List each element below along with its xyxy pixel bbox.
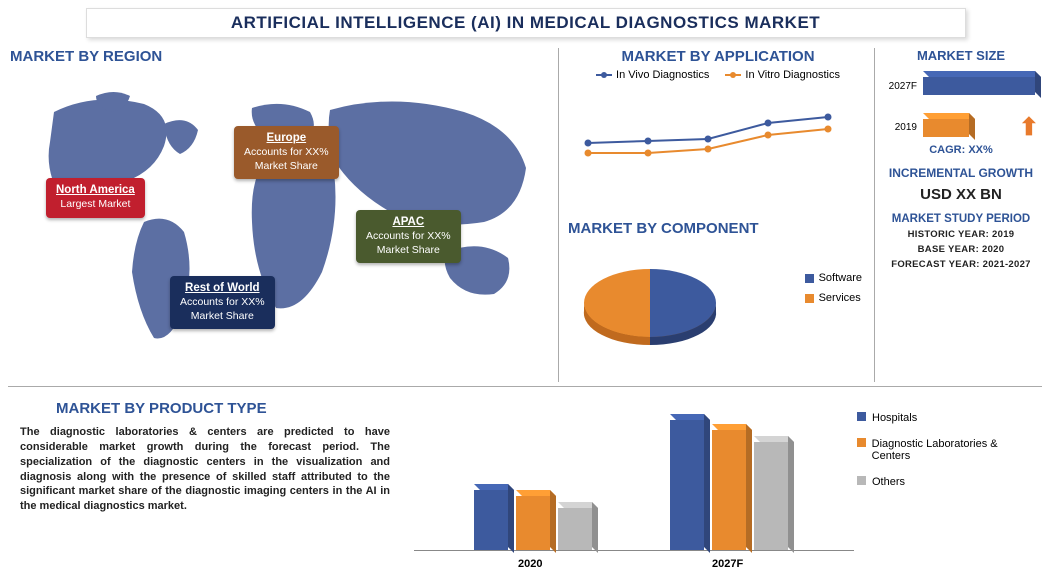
legend-label: Services (819, 292, 861, 304)
market-size-row-2027f: 2027F (877, 73, 1045, 99)
legend-marker: .lg:nth-child(2) .dash::before{backgroun… (725, 74, 741, 76)
legend-item-in-vivo: .lg:nth-child(1) .dash::before{backgroun… (596, 69, 709, 81)
study-period-title: MARKET STUDY PERIOD (877, 213, 1045, 225)
legend-item-hospitals: Hospitals (857, 412, 1033, 424)
x-axis-label: 2027F (712, 558, 743, 570)
legend-item-services: Services (805, 292, 862, 304)
badge-title: APAC (366, 215, 451, 229)
market-by-application-panel: MARKET BY APPLICATION .lg:nth-child(1) .… (568, 48, 868, 218)
incremental-growth-title: INCREMENTAL GROWTH (877, 166, 1045, 180)
legend-label: Others (872, 476, 905, 488)
product-type-legend: Hospitals Diagnostic Laboratories & Cent… (857, 412, 1033, 502)
application-legend: .lg:nth-child(1) .dash::before{backgroun… (568, 69, 868, 81)
legend-label: Software (819, 272, 862, 284)
legend-swatch (857, 412, 866, 421)
study-period-historic: HISTORIC YEAR: 2019 (877, 229, 1045, 240)
divider-vertical-2 (874, 48, 875, 382)
badge-title: Rest of World (180, 281, 265, 295)
region-badge-north-america: North America Largest Market (46, 178, 145, 218)
market-by-product-type-panel: MARKET BY PRODUCT TYPE The diagnostic la… (10, 394, 1041, 580)
market-size-row-2019: 2019 ⬆ (877, 113, 1045, 142)
divider-horizontal (8, 386, 1042, 387)
product-type-text: The diagnostic laboratories & centers ar… (20, 425, 390, 514)
bar-diagnostic-labs (516, 496, 550, 550)
legend-item-diagnostic-labs: Diagnostic Laboratories & Centers (857, 438, 1033, 462)
badge-sub: Largest Market (60, 198, 130, 210)
legend-item-software: Software (805, 272, 862, 284)
legend-label: In Vitro Diagnostics (745, 69, 840, 81)
incremental-growth-value: USD XX BN (877, 186, 1045, 203)
region-badge-europe: Europe Accounts for XX%Market Share (234, 126, 339, 179)
market-size-bar (923, 119, 969, 137)
application-title: MARKET BY APPLICATION (568, 48, 868, 65)
legend-label: Hospitals (872, 412, 917, 424)
component-title: MARKET BY COMPONENT (568, 220, 868, 237)
legend-swatch (857, 438, 866, 447)
badge-title: Europe (244, 131, 329, 145)
page-title: ARTIFICIAL INTELLIGENCE (AI) IN MEDICAL … (231, 13, 820, 33)
study-period-forecast: FORECAST YEAR: 2021-2027 (877, 259, 1045, 270)
badge-sub: Accounts for XX%Market Share (180, 296, 265, 321)
world-map (14, 72, 546, 372)
legend-item-others: Others (857, 476, 1033, 488)
legend-item-in-vitro: .lg:nth-child(2) .dash::before{backgroun… (725, 69, 840, 81)
region-badge-rest-of-world: Rest of World Accounts for XX%Market Sha… (170, 276, 275, 329)
growth-arrow-icon: ⬆ (1019, 113, 1039, 142)
badge-sub: Accounts for XX%Market Share (244, 146, 329, 171)
badge-sub: Accounts for XX%Market Share (366, 230, 451, 255)
market-size-bar (923, 77, 1035, 95)
bar-hospitals (670, 420, 704, 550)
bar-others (558, 508, 592, 550)
market-size-title: MARKET SIZE (877, 48, 1045, 63)
legend-marker: .lg:nth-child(1) .dash::before{backgroun… (596, 74, 612, 76)
bar-group-2027f (670, 420, 788, 550)
bar-others (754, 442, 788, 550)
badge-title: North America (56, 183, 135, 197)
region-title: MARKET BY REGION (10, 48, 550, 65)
legend-swatch (805, 294, 814, 303)
cagr-label: CAGR: XX% (877, 144, 1045, 156)
bar-hospitals (474, 490, 508, 550)
component-legend: Software Services (805, 272, 862, 312)
study-period-base: BASE YEAR: 2020 (877, 244, 1045, 255)
product-type-bar-chart: 2020 2027F (414, 400, 854, 572)
legend-swatch (805, 274, 814, 283)
market-size-label: 2019 (883, 122, 917, 133)
legend-swatch (857, 476, 866, 485)
legend-label: Diagnostic Laboratories & Centers (872, 438, 1033, 462)
bar-diagnostic-labs (712, 430, 746, 550)
application-line-chart (568, 85, 858, 205)
x-axis-label: 2020 (518, 558, 542, 570)
legend-label: In Vivo Diagnostics (616, 69, 709, 81)
chart-baseline (414, 550, 854, 551)
component-pie-chart (568, 245, 738, 355)
bar-group-2020 (474, 490, 592, 550)
page-title-bar: ARTIFICIAL INTELLIGENCE (AI) IN MEDICAL … (86, 8, 966, 38)
region-badge-apac: APAC Accounts for XX%Market Share (356, 210, 461, 263)
divider-vertical-1 (558, 48, 559, 382)
right-column: MARKET SIZE 2027F 2019 ⬆ CAGR: XX% INCRE… (877, 48, 1045, 378)
market-by-region-panel: MARKET BY REGION North America Largest M… (10, 48, 550, 378)
market-by-component-panel: MARKET BY COMPONENT Software Services (568, 220, 868, 370)
market-size-label: 2027F (883, 81, 917, 92)
